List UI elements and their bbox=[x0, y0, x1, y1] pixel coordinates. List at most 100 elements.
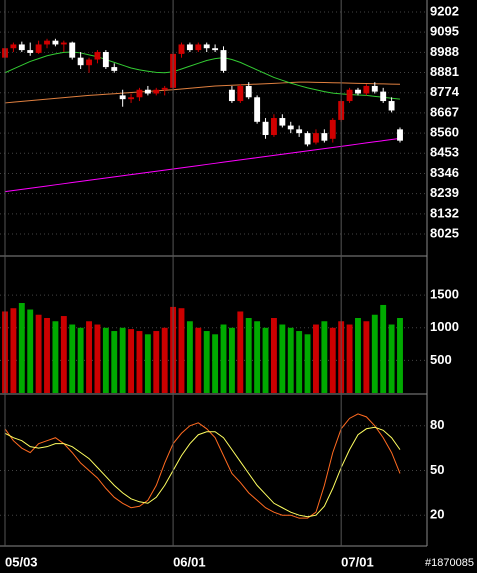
y-tick-label: 8239 bbox=[430, 185, 459, 200]
y-tick-label: 20 bbox=[430, 507, 444, 522]
candle-body bbox=[153, 89, 160, 94]
candle-body bbox=[69, 42, 76, 58]
candle-body bbox=[44, 40, 50, 45]
volume-bar bbox=[371, 314, 378, 393]
candle-body bbox=[346, 89, 353, 102]
volume-bar bbox=[44, 318, 50, 393]
volume-bar bbox=[128, 329, 135, 393]
volume-bar bbox=[161, 327, 168, 393]
volume-bar bbox=[329, 327, 336, 393]
candle-body bbox=[119, 95, 126, 100]
y-tick-label: 8774 bbox=[430, 84, 460, 99]
candle-body bbox=[10, 44, 17, 49]
volume-bar bbox=[52, 321, 59, 393]
candle-body bbox=[279, 118, 286, 126]
volume-bar bbox=[27, 309, 34, 393]
candle-body bbox=[313, 133, 319, 143]
candle-body bbox=[128, 97, 135, 100]
indicator-line bbox=[4, 137, 401, 193]
candle-body bbox=[94, 51, 101, 60]
volume-bar bbox=[10, 308, 17, 393]
y-tick-label: 8560 bbox=[430, 125, 459, 140]
volume-bar bbox=[296, 331, 303, 393]
y-tick-label: 9202 bbox=[430, 3, 459, 18]
candle-body bbox=[60, 42, 67, 45]
candle-body bbox=[237, 85, 244, 102]
candle-body bbox=[397, 129, 403, 141]
volume-bar bbox=[355, 318, 361, 393]
candle-body bbox=[287, 125, 294, 130]
y-tick-label: 80 bbox=[430, 417, 444, 432]
candle-body bbox=[186, 44, 193, 51]
volume-bar bbox=[220, 324, 227, 393]
candle-body bbox=[35, 44, 42, 53]
x-tick-label: 05/03 bbox=[5, 554, 38, 569]
y-tick-label: 8132 bbox=[430, 205, 459, 220]
volume-bar bbox=[270, 318, 277, 393]
candle-body bbox=[388, 101, 395, 111]
volume-bar bbox=[94, 324, 101, 393]
y-tick-label: 8453 bbox=[430, 145, 459, 160]
volume-bar bbox=[254, 321, 261, 393]
candle-body bbox=[296, 129, 303, 134]
candle-body bbox=[380, 91, 387, 102]
candle-body bbox=[304, 133, 311, 145]
candle-body bbox=[270, 118, 277, 136]
y-tick-label: 500 bbox=[430, 352, 452, 367]
candle-body bbox=[245, 85, 252, 98]
x-tick-label: 06/01 bbox=[173, 554, 206, 569]
y-tick-label: 8881 bbox=[430, 64, 459, 79]
candle-body bbox=[136, 89, 143, 98]
volume-bar bbox=[77, 327, 84, 393]
candle-body bbox=[220, 50, 227, 71]
y-tick-label: 8988 bbox=[430, 44, 459, 59]
candle-body bbox=[355, 89, 361, 94]
x-tick-label: 07/01 bbox=[341, 554, 374, 569]
volume-bar bbox=[212, 334, 219, 393]
indicator-line bbox=[4, 81, 401, 104]
volume-bar bbox=[69, 324, 76, 393]
volume-bar bbox=[119, 327, 126, 393]
candle-body bbox=[203, 44, 210, 49]
volume-bar bbox=[287, 327, 294, 393]
y-tick-label: 9095 bbox=[430, 24, 459, 39]
candle-body bbox=[329, 119, 336, 139]
volume-bar bbox=[237, 311, 244, 393]
volume-bar bbox=[102, 327, 109, 393]
volume-bar bbox=[262, 327, 269, 393]
candle-body bbox=[254, 97, 261, 122]
volume-bar bbox=[388, 324, 395, 393]
volume-bar bbox=[35, 314, 42, 393]
candle-body bbox=[262, 121, 269, 136]
volume-bar bbox=[397, 318, 403, 393]
y-tick-label: 8025 bbox=[430, 225, 459, 240]
candle-body bbox=[212, 48, 219, 51]
volume-bar bbox=[363, 321, 370, 393]
volume-bar bbox=[178, 308, 185, 393]
volume-bar bbox=[111, 331, 118, 393]
candle-body bbox=[144, 89, 151, 94]
volume-bar bbox=[304, 334, 311, 393]
candle-body bbox=[195, 44, 202, 51]
volume-bar bbox=[60, 316, 67, 393]
volume-bar bbox=[153, 331, 160, 393]
volume-bar bbox=[346, 324, 353, 393]
candle-body bbox=[27, 50, 34, 53]
volume-bar bbox=[144, 334, 151, 393]
candle-body bbox=[363, 85, 370, 94]
candle-body bbox=[321, 133, 328, 141]
candle-body bbox=[18, 44, 25, 51]
volume-bar bbox=[313, 324, 319, 393]
y-tick-label: 1500 bbox=[430, 287, 459, 302]
volume-bar bbox=[86, 321, 92, 393]
indicator-line bbox=[4, 426, 401, 518]
indicator-line bbox=[4, 413, 401, 519]
volume-bar bbox=[228, 327, 235, 393]
volume-bar bbox=[279, 324, 286, 393]
candle-body bbox=[86, 59, 92, 66]
volume-bar bbox=[380, 304, 387, 393]
y-tick-label: 8667 bbox=[430, 104, 459, 119]
y-tick-label: 50 bbox=[430, 462, 444, 477]
